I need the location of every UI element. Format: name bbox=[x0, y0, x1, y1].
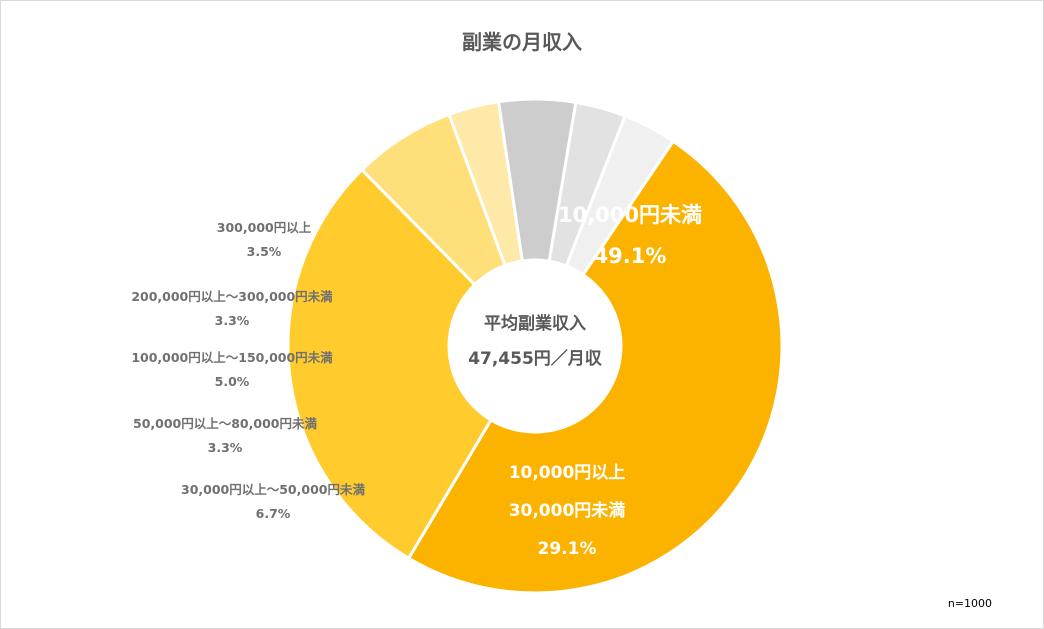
slice-label-4-line-1: 50,000円以上～80,000円未満 bbox=[133, 416, 317, 431]
slice-label-5-line-1: 100,000円以上～150,000円未満 bbox=[131, 350, 333, 365]
slice-label-7-line-2: 3.5% bbox=[247, 244, 282, 259]
slice-label-2-line-2: 30,000円未満 bbox=[509, 500, 626, 521]
slice-label-2-line-3: 29.1% bbox=[538, 539, 597, 559]
slice-label-5-line-2: 5.0% bbox=[215, 374, 250, 389]
donut-slice-1 bbox=[406, 139, 784, 595]
slice-label-3-line-2: 6.7% bbox=[256, 506, 291, 521]
slice-label-6-line-2: 3.3% bbox=[215, 313, 250, 328]
donut-slice-7 bbox=[564, 114, 676, 277]
center-label-title: 平均副業収入 bbox=[484, 313, 586, 334]
slice-label-2-line-1: 10,000円以上 bbox=[509, 463, 626, 483]
chart-title: 副業の月収入 bbox=[462, 30, 582, 54]
slice-label-1-line-2: 49.1% bbox=[594, 244, 667, 268]
slice-label-6-line-1: 200,000円以上～300,000円未満 bbox=[131, 289, 333, 304]
center-label-value: 47,455円／月収 bbox=[468, 348, 603, 369]
sample-size-note: n=1000 bbox=[947, 597, 992, 610]
slice-label-7-line-1: 300,000円以上 bbox=[217, 220, 312, 235]
slice-label-3-line-1: 30,000円以上～50,000円未満 bbox=[181, 482, 365, 497]
donut-slice-2 bbox=[286, 167, 494, 561]
slice-label-4-line-2: 3.3% bbox=[208, 440, 243, 455]
slice-label-1-line-1: 10,000円未満 bbox=[558, 203, 702, 227]
